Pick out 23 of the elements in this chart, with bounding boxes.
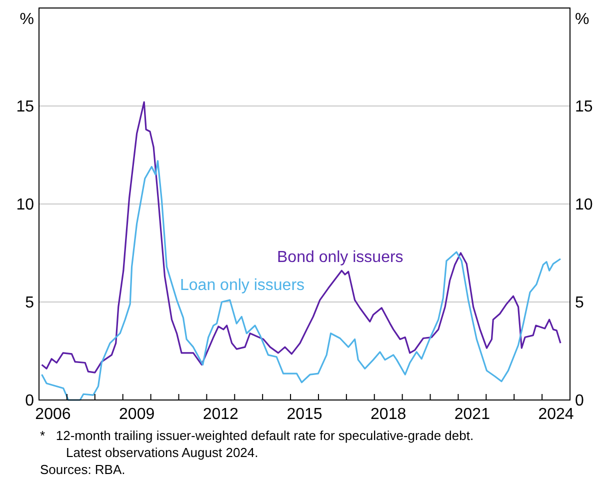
- text: * 12-month trailing issuer-weighted default rate for speculative-grade debt. Latest observations August 2024.: [40, 428, 474, 460]
- y-tick-label: 10: [16, 196, 34, 214]
- x-tick-label: 2015: [286, 406, 322, 423]
- line-series: [40, 101, 562, 374]
- series-label: Bond only issuers: [277, 249, 404, 266]
- x-tick-label: 2024: [538, 406, 574, 423]
- x-tick-label: 2009: [119, 406, 155, 423]
- line-series: [40, 160, 562, 401]
- x-tick-label: 2018: [370, 406, 406, 423]
- y2-axis-title: %: [575, 11, 590, 28]
- x-tick-label: 2012: [202, 406, 239, 423]
- y-axis-title: %: [20, 11, 34, 28]
- y-tick-label: 15: [16, 98, 34, 116]
- x-tick-label: 2021: [454, 406, 490, 423]
- series-label: Loan only issuers: [180, 277, 305, 294]
- y2-tick-label: 0: [575, 392, 584, 410]
- y2-tick-label: 15: [575, 98, 593, 116]
- y-tick-label: 5: [25, 294, 34, 312]
- source-note: Sources: RBA.: [40, 462, 126, 477]
- x-tick-label: 2006: [35, 406, 71, 423]
- y2-tick-label: 10: [575, 196, 593, 214]
- y-tick-label: 0: [25, 392, 34, 410]
- y2-tick-label: 5: [575, 294, 584, 312]
